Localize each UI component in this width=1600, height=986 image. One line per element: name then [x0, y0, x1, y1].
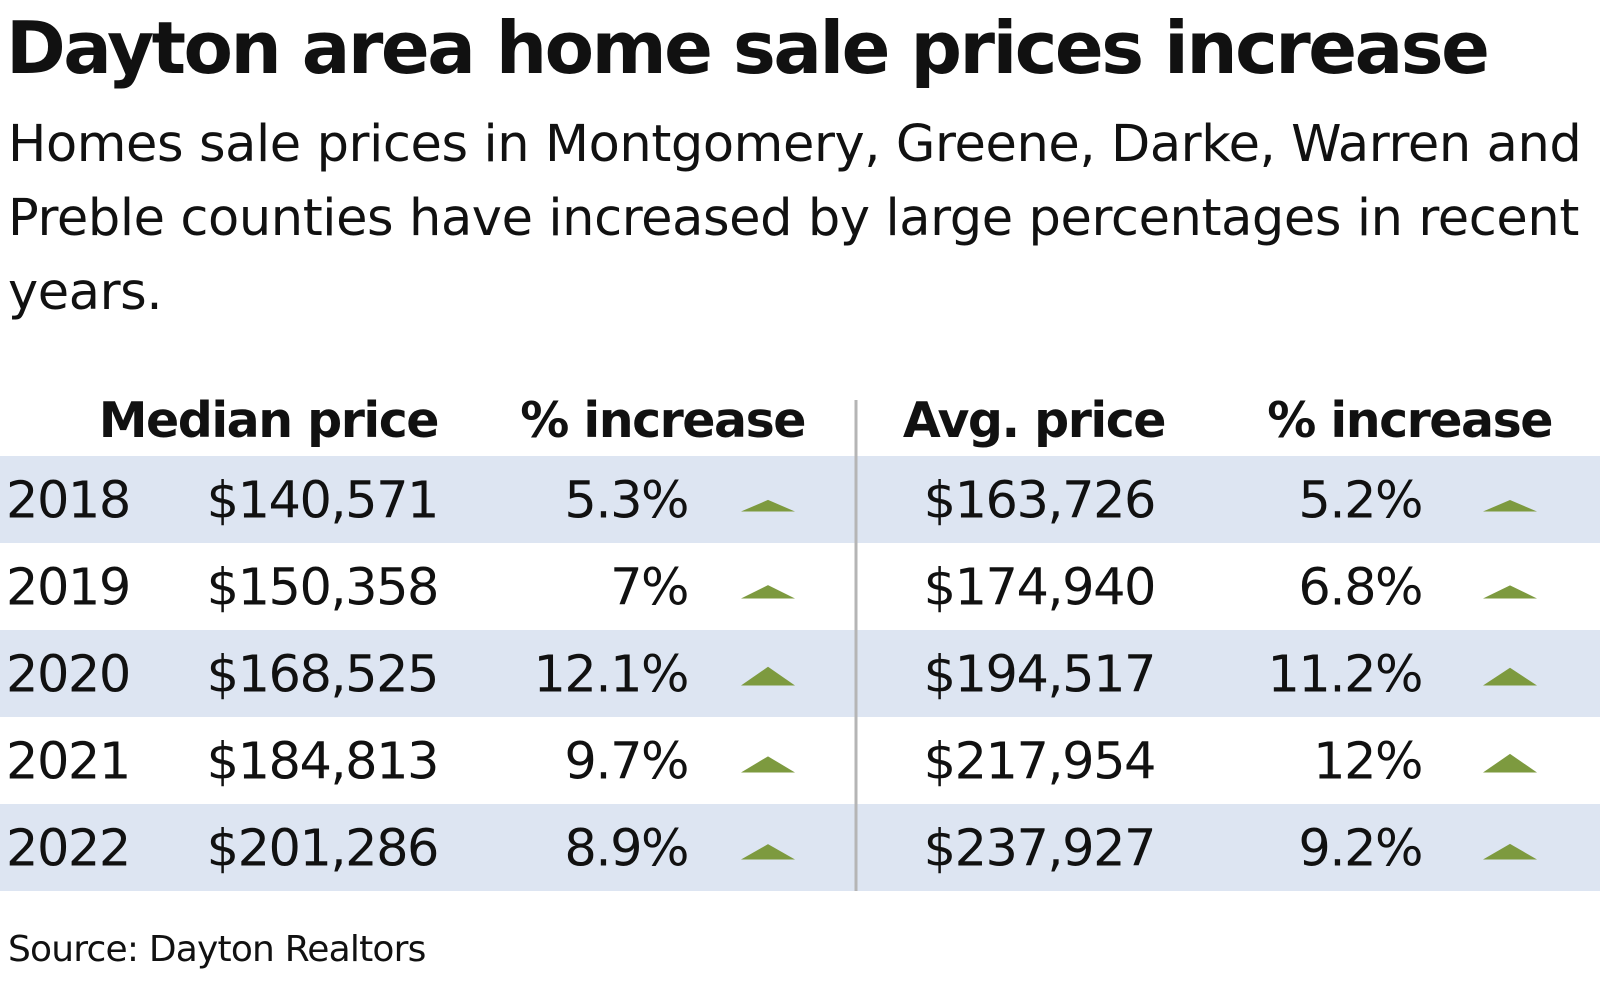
triangle-up-icon — [1483, 667, 1537, 686]
triangle-up-icon — [1483, 500, 1537, 512]
median-increase-cell: 12.1% — [533, 646, 688, 705]
triangle-up-icon — [741, 756, 795, 773]
avg-price-cell: $237,927 — [924, 820, 1155, 879]
chart-subtitle: Homes sale prices in Montgomery, Greene,… — [8, 115, 1582, 322]
avg-increase-cell: 11.2% — [1267, 646, 1422, 705]
triangle-up-icon — [741, 666, 795, 686]
header-avg-increase: % increase — [1267, 392, 1552, 449]
avg-increase-cell: 6.8% — [1298, 559, 1422, 618]
median-price-cell: $140,571 — [207, 472, 438, 531]
median-price-cell: $201,286 — [207, 820, 438, 879]
avg-price-cell: $163,726 — [924, 472, 1155, 531]
median-increase-cell: 5.3% — [564, 472, 688, 531]
row-year: 2020 — [6, 646, 130, 705]
median-increase-cell: 8.9% — [564, 820, 688, 879]
row-year: 2021 — [6, 733, 130, 792]
row-year: 2022 — [6, 820, 130, 879]
header-median-increase: % increase — [520, 392, 805, 449]
chart-title: Dayton area home sale prices increase — [6, 6, 1490, 90]
avg-price-cell: $194,517 — [924, 646, 1155, 705]
triangle-up-icon — [741, 844, 795, 860]
price-table: Median price % increase Avg. price % increa… — [0, 392, 1600, 891]
triangle-up-icon — [741, 585, 795, 599]
triangle-up-icon — [1483, 585, 1537, 599]
source-note: Source: Dayton Realtors — [8, 929, 426, 970]
median-price-cell: $168,525 — [207, 646, 438, 705]
triangle-up-icon — [1483, 843, 1537, 860]
avg-increase-cell: 5.2% — [1298, 472, 1422, 531]
avg-price-cell: $174,940 — [924, 559, 1155, 618]
row-band — [0, 630, 1600, 717]
avg-price-cell: $217,954 — [924, 733, 1155, 792]
avg-increase-cell: 9.2% — [1298, 820, 1422, 879]
header-avg-price: Avg. price — [903, 392, 1165, 449]
triangle-up-icon — [1483, 753, 1537, 773]
row-band — [0, 804, 1600, 891]
header-median-price: Median price — [99, 392, 438, 449]
median-price-cell: $184,813 — [207, 733, 438, 792]
median-price-cell: $150,358 — [207, 559, 438, 618]
row-year: 2018 — [6, 472, 130, 531]
avg-increase-cell: 12% — [1313, 733, 1422, 792]
triangle-up-icon — [741, 499, 795, 512]
median-increase-cell: 7% — [610, 559, 688, 618]
median-increase-cell: 9.7% — [564, 733, 688, 792]
row-band — [0, 456, 1600, 543]
row-year: 2019 — [6, 559, 130, 618]
